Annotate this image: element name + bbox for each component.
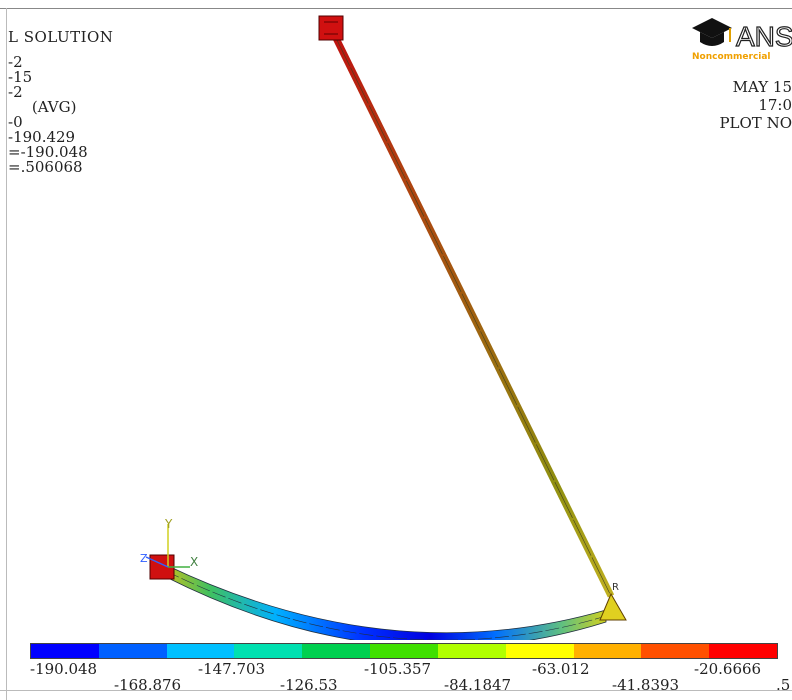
colorbar-segment bbox=[166, 644, 235, 658]
y-axis-label: Y bbox=[164, 517, 173, 531]
colorbar-tick-label: -63.012 bbox=[532, 660, 590, 678]
colorbar-segment bbox=[98, 644, 167, 658]
solution-title: L SOLUTION bbox=[8, 28, 114, 46]
x-axis-label: X bbox=[190, 555, 198, 569]
beam-midline bbox=[165, 570, 607, 640]
colorbar-segment bbox=[505, 644, 574, 658]
colorbar-segment bbox=[437, 644, 506, 658]
colorbar-tick-label: -147.703 bbox=[198, 660, 266, 678]
info-line: -0 bbox=[8, 113, 23, 131]
colorbar-tick-label: -168.876 bbox=[114, 676, 182, 694]
info-line: -2 bbox=[8, 83, 23, 101]
colorbar-tick-label: .5 bbox=[776, 676, 791, 694]
right-hinge-support[interactable] bbox=[599, 592, 627, 621]
colorbar-segment bbox=[573, 644, 642, 658]
z-axis-triad bbox=[145, 556, 169, 568]
colorbar-segment bbox=[234, 644, 303, 658]
frame-bottom-border bbox=[0, 690, 792, 691]
fe-model-view[interactable]: Y X Z R bbox=[0, 0, 792, 640]
colorbar-segment bbox=[709, 644, 777, 658]
info-line: =.506068 bbox=[8, 158, 83, 176]
info-line: (AVG) bbox=[8, 98, 77, 116]
contour-colorbar bbox=[30, 643, 778, 659]
logo-text: ANS bbox=[736, 21, 792, 52]
ansys-logo: ANS bbox=[692, 18, 792, 53]
colorbar-tick-label: -84.1847 bbox=[444, 676, 512, 694]
info-line: -2 bbox=[8, 53, 23, 71]
colorbar-segment bbox=[31, 644, 99, 658]
frame-left-border bbox=[6, 8, 7, 700]
top-fixed-support[interactable] bbox=[318, 15, 344, 41]
colorbar-tick-label: -20.6666 bbox=[694, 660, 762, 678]
info-line: =-190.048 bbox=[8, 143, 88, 161]
colorbar-segment bbox=[641, 644, 710, 658]
date-text: MAY 15 bbox=[732, 78, 792, 96]
info-line: -190.429 bbox=[8, 128, 76, 146]
colorbar-tick-label: -126.53 bbox=[280, 676, 338, 694]
colorbar-tick-label: -105.357 bbox=[364, 660, 432, 678]
frame-top-border bbox=[0, 8, 792, 9]
beam-member[interactable] bbox=[165, 564, 607, 640]
node-label: R bbox=[612, 582, 619, 593]
plot-info-panel: MAY 15 17:0 PLOT NO bbox=[719, 78, 792, 132]
plot-number-text: PLOT NO bbox=[719, 114, 792, 132]
info-line: -15 bbox=[8, 68, 33, 86]
time-text: 17:0 bbox=[758, 96, 792, 114]
colorbar-tick-label: -190.048 bbox=[30, 660, 98, 678]
colorbar-tick-label: -41.8393 bbox=[612, 676, 680, 694]
colorbar-segment bbox=[370, 644, 438, 658]
z-axis-label: Z bbox=[140, 552, 148, 565]
noncommercial-label: Noncommercial bbox=[692, 52, 771, 62]
cable-edge bbox=[331, 29, 612, 597]
solution-info-panel: L SOLUTION -2 -15 -2 (AVG) -0 -190.429 =… bbox=[8, 30, 113, 175]
colorbar-segment bbox=[302, 644, 371, 658]
